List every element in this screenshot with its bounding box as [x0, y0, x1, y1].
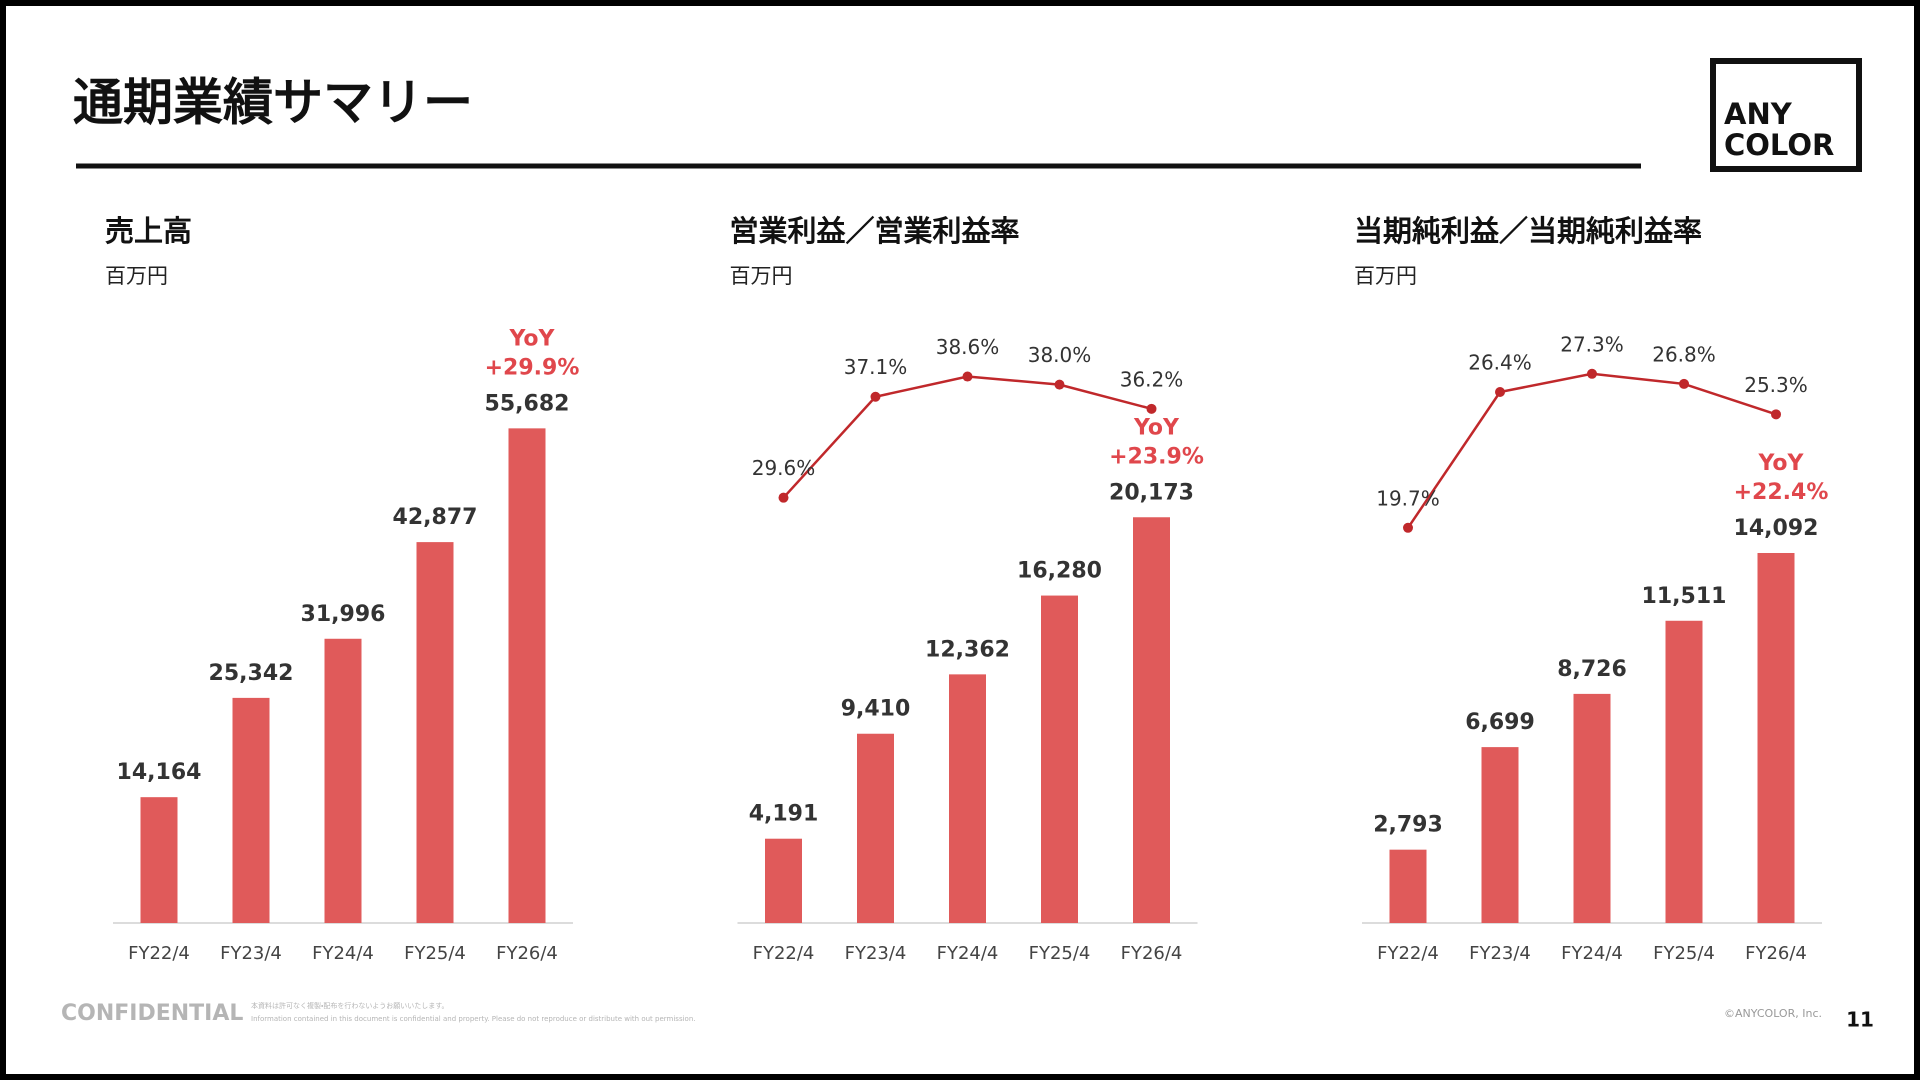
x-tick-label: FY22/4: [1377, 943, 1439, 964]
confidential: CONFIDENTIAL: [61, 1001, 243, 1026]
line-point: [1771, 409, 1781, 420]
line-point: [1146, 403, 1157, 414]
logo-text: ANY: [1724, 97, 1793, 131]
chart-subtitle: 百万円: [730, 264, 793, 288]
bar: [1757, 552, 1795, 923]
annotation: YoY: [509, 326, 556, 351]
x-tick-label: FY23/4: [220, 943, 282, 964]
data-label: 4,191: [749, 802, 819, 827]
line-label: 27.3%: [1560, 332, 1624, 356]
data-label: 31,996: [301, 602, 386, 627]
line-label: 25.3%: [1744, 373, 1808, 397]
x-tick-label: FY22/4: [753, 943, 815, 964]
bar: [857, 733, 894, 923]
x-tick-label: FY24/4: [937, 943, 999, 964]
data-label: 14,092: [1734, 516, 1819, 541]
data-label: 14,164: [117, 760, 202, 785]
annotation: +29.9%: [485, 355, 580, 380]
line-label: 29.6%: [752, 456, 816, 480]
bar: [508, 428, 546, 923]
line-label: 38.6%: [936, 335, 1000, 359]
x-tick-label: FY26/4: [1745, 943, 1807, 964]
bar: [949, 674, 986, 923]
footnote: Information contained in this document i…: [251, 1015, 695, 1023]
line-label: 26.8%: [1652, 342, 1716, 366]
x-tick-label: FY25/4: [1653, 943, 1715, 964]
data-label: 9,410: [841, 697, 911, 722]
chart-subtitle: 百万円: [105, 264, 168, 288]
data-label: 12,362: [925, 637, 1010, 662]
annotation: +23.9%: [1109, 444, 1204, 469]
chart-title: 売上高: [105, 214, 192, 248]
data-label: 42,877: [393, 505, 478, 530]
slide-title: 通期業績サマリー: [73, 74, 473, 132]
logo-text: COLOR: [1724, 128, 1834, 162]
page-number: 11: [1846, 1008, 1874, 1032]
data-label: 20,173: [1109, 480, 1194, 505]
footnote: 本資料は許可なく複製・配布を行わないようお願いいたします。: [251, 1001, 449, 1010]
bar: [1041, 595, 1078, 923]
bar: [232, 697, 270, 923]
line-point: [1054, 379, 1065, 390]
data-label: 2,793: [1373, 813, 1443, 838]
chart-subtitle: 百万円: [1354, 264, 1417, 288]
line-label: 36.2%: [1120, 367, 1184, 391]
bar: [324, 638, 362, 923]
data-label: 8,726: [1557, 657, 1627, 682]
copyright: ©ANYCOLOR, Inc.: [1724, 1007, 1822, 1020]
line-point: [870, 391, 881, 402]
x-tick-label: FY24/4: [312, 943, 374, 964]
bar: [1389, 849, 1427, 923]
bar: [1133, 517, 1170, 923]
line-label: 37.1%: [844, 355, 908, 379]
x-tick-label: FY23/4: [1469, 943, 1531, 964]
bar: [1481, 747, 1519, 923]
bar: [1665, 620, 1703, 923]
line-point: [1495, 387, 1505, 398]
annotation: YoY: [1133, 415, 1180, 440]
data-label: 11,511: [1642, 584, 1727, 609]
bar: [765, 838, 802, 923]
line-label: 38.0%: [1028, 343, 1092, 367]
annotation: +22.4%: [1734, 480, 1829, 505]
line-label: 26.4%: [1468, 351, 1532, 375]
line-point: [1403, 522, 1413, 533]
chart-title: 営業利益／営業利益率: [730, 214, 1020, 248]
data-label: 25,342: [209, 661, 294, 686]
x-tick-label: FY25/4: [1029, 943, 1091, 964]
line-label: 19.7%: [1376, 486, 1440, 510]
x-tick-label: FY25/4: [404, 943, 466, 964]
line-point: [1587, 368, 1597, 379]
x-tick-label: FY23/4: [845, 943, 907, 964]
bar: [416, 542, 454, 923]
data-label: 6,699: [1465, 710, 1535, 735]
chart-title: 当期純利益／当期純利益率: [1354, 214, 1702, 248]
x-tick-label: FY26/4: [496, 943, 558, 964]
logo-box: [1710, 58, 1862, 172]
line-point: [962, 371, 973, 382]
x-tick-label: FY26/4: [1121, 943, 1183, 964]
data-label: 55,682: [485, 391, 570, 416]
bar: [140, 797, 178, 923]
x-tick-label: FY22/4: [128, 943, 190, 964]
line-point: [1679, 378, 1689, 389]
bar: [1573, 693, 1611, 923]
x-tick-label: FY24/4: [1561, 943, 1623, 964]
annotation: YoY: [1758, 451, 1805, 476]
data-label: 16,280: [1017, 559, 1102, 584]
line-point: [778, 492, 789, 503]
